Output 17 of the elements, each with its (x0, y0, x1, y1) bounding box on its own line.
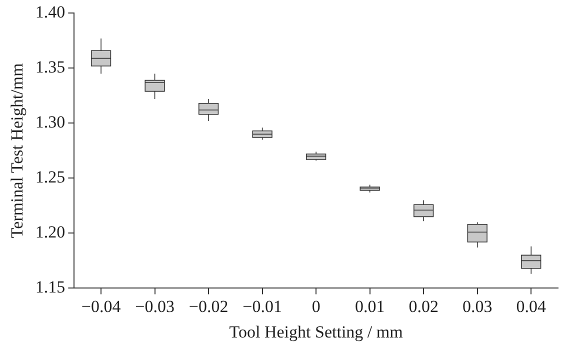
x-tick-label: −0.01 (242, 296, 282, 316)
x-tick-label: −0.04 (81, 296, 122, 316)
x-axis-title: Tool Height Setting / mm (229, 322, 403, 342)
x-tick-label: 0.01 (354, 296, 385, 316)
y-tick-label: 1.25 (35, 168, 66, 187)
y-tick-label: 1.20 (35, 222, 66, 242)
y-axis-title: Terminal Test Height/mm (8, 63, 27, 238)
y-tick-label: 1.30 (35, 112, 66, 132)
y-tick-label: 1.35 (35, 58, 66, 77)
x-tick-label: 0.04 (516, 296, 546, 316)
y-tick-label: 1.40 (35, 2, 66, 22)
x-tick-label: 0.02 (408, 296, 438, 316)
x-tick-label: 0.03 (462, 296, 492, 316)
x-tick-label: −0.03 (135, 296, 174, 316)
x-tick-label: −0.02 (188, 296, 228, 316)
y-tick-label: 1.15 (35, 278, 66, 297)
x-tick-label: 0 (312, 296, 320, 316)
